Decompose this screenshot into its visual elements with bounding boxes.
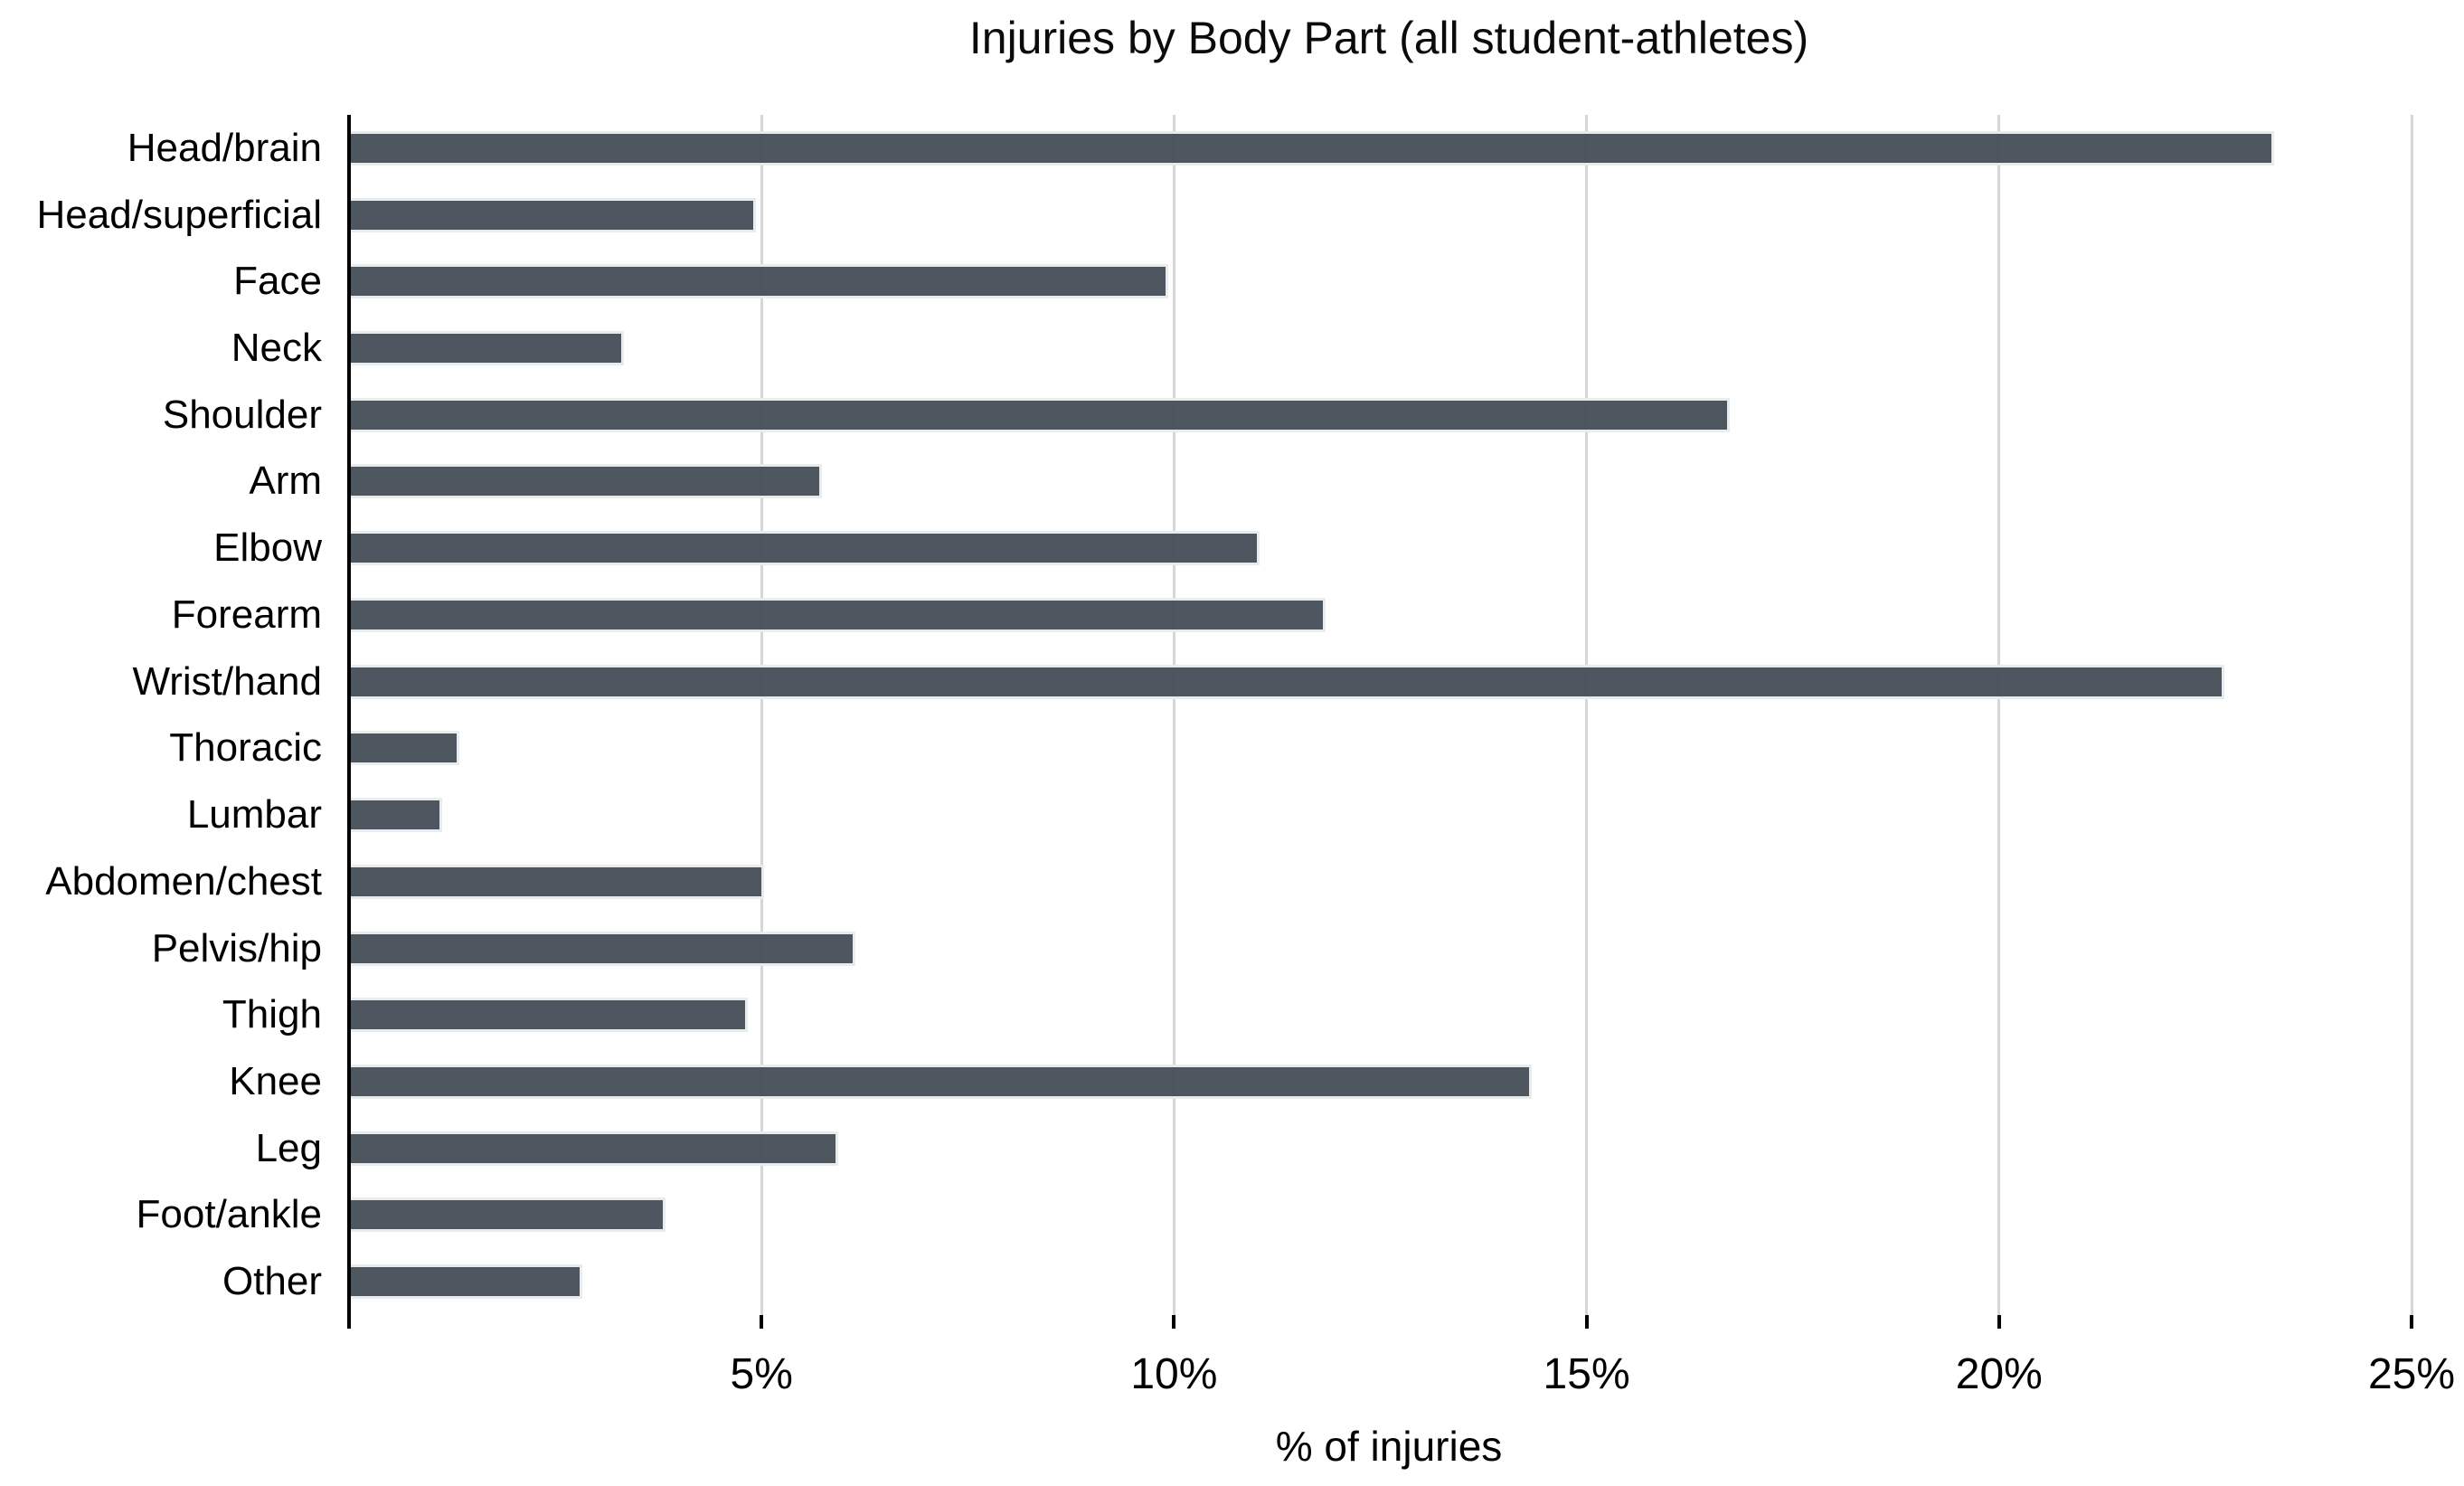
bar-elbow (349, 531, 1260, 566)
x-tick-15pct (1584, 1315, 1589, 1329)
category-label-leg: Leg (255, 1125, 322, 1170)
bar-row-head-brain (349, 115, 2429, 182)
gridline-25pct (2410, 115, 2413, 1315)
gridline-5pct (760, 115, 763, 1315)
x-axis-tick-labels: 5% 10% 15% 20% 25% (349, 1349, 2456, 1404)
x-axis-ticks (347, 1315, 2429, 1330)
category-label-wrist-hand: Wrist/hand (132, 658, 323, 704)
category-label-pelvis-hip: Pelvis/hip (151, 925, 322, 970)
plot-area (347, 115, 2429, 1315)
category-label-head-superficial: Head/superficial (36, 192, 323, 237)
bar-head-superficial (349, 197, 757, 232)
x-tick-label-20pct: 20% (1955, 1350, 2043, 1398)
bar-row-other (349, 1248, 2429, 1315)
bar-row-neck (349, 315, 2429, 382)
bar-leg (349, 1131, 839, 1166)
category-label-thoracic: Thoracic (169, 725, 322, 771)
category-label-lumbar: Lumbar (186, 792, 322, 838)
category-label-head-brain: Head/brain (127, 125, 322, 170)
bar-other (349, 1264, 583, 1300)
x-tick-5pct (760, 1315, 764, 1329)
x-axis-label: % of injuries (1275, 1423, 1503, 1470)
category-label-other: Other (222, 1259, 322, 1304)
bar-row-thigh (349, 981, 2429, 1048)
bar-shoulder (349, 397, 1730, 432)
category-label-arm: Arm (249, 459, 322, 504)
bar-abdomen-chest (349, 864, 765, 899)
bar-thigh (349, 998, 748, 1033)
bar-face (349, 264, 1169, 299)
bar-lumbar (349, 798, 443, 833)
x-tick-0pct (347, 1315, 351, 1329)
x-tick-10pct (1172, 1315, 1176, 1329)
bar-row-arm (349, 449, 2429, 516)
bar-row-shoulder (349, 382, 2429, 449)
category-axis-labels: Head/brain Head/superficial Face Neck Should… (0, 115, 323, 1315)
category-label-face: Face (233, 259, 322, 304)
bar-row-forearm (349, 582, 2429, 648)
bar-row-abdomen-chest (349, 848, 2429, 915)
bar-foot-ankle (349, 1197, 666, 1233)
x-tick-label-5pct: 5% (730, 1350, 793, 1398)
category-label-knee: Knee (229, 1058, 322, 1103)
bar-row-elbow (349, 515, 2429, 582)
category-label-neck: Neck (231, 326, 322, 371)
bar-row-wrist-hand (349, 648, 2429, 715)
bar-row-foot-ankle (349, 1182, 2429, 1249)
bar-wrist-hand (349, 664, 2225, 699)
bar-row-leg (349, 1115, 2429, 1182)
bar-knee (349, 1064, 1532, 1099)
bar-row-face (349, 248, 2429, 315)
bar-head-brain (349, 130, 2274, 166)
gridline-20pct (1997, 115, 2001, 1315)
bar-forearm (349, 597, 1326, 632)
chart-title: Injuries by Body Part (all student-athle… (968, 13, 1809, 63)
category-label-thigh: Thigh (222, 992, 322, 1037)
y-axis-line (347, 115, 351, 1315)
category-label-forearm: Forearm (171, 592, 322, 637)
bar-row-lumbar (349, 781, 2429, 848)
category-label-elbow: Elbow (213, 525, 322, 571)
category-label-abdomen-chest: Abdomen/chest (45, 858, 322, 904)
category-label-shoulder: Shoulder (162, 392, 322, 437)
bar-pelvis-hip (349, 931, 855, 966)
bar-neck (349, 331, 625, 366)
x-tick-25pct (2410, 1315, 2413, 1329)
gridline-10pct (1172, 115, 1175, 1315)
bar-row-head-superficial (349, 182, 2429, 249)
bar-arm (349, 464, 823, 499)
x-tick-label-10pct: 10% (1130, 1350, 1218, 1398)
bar-thoracic (349, 731, 459, 766)
x-tick-20pct (1997, 1315, 2001, 1329)
category-label-foot-ankle: Foot/ankle (136, 1192, 322, 1237)
x-tick-label-25pct: 25% (2367, 1350, 2456, 1398)
x-tick-label-15pct: 15% (1543, 1350, 1630, 1398)
gridline-15pct (1585, 115, 1589, 1315)
bar-row-pelvis-hip (349, 915, 2429, 982)
bar-row-thoracic (349, 715, 2429, 782)
bar-row-knee (349, 1048, 2429, 1115)
